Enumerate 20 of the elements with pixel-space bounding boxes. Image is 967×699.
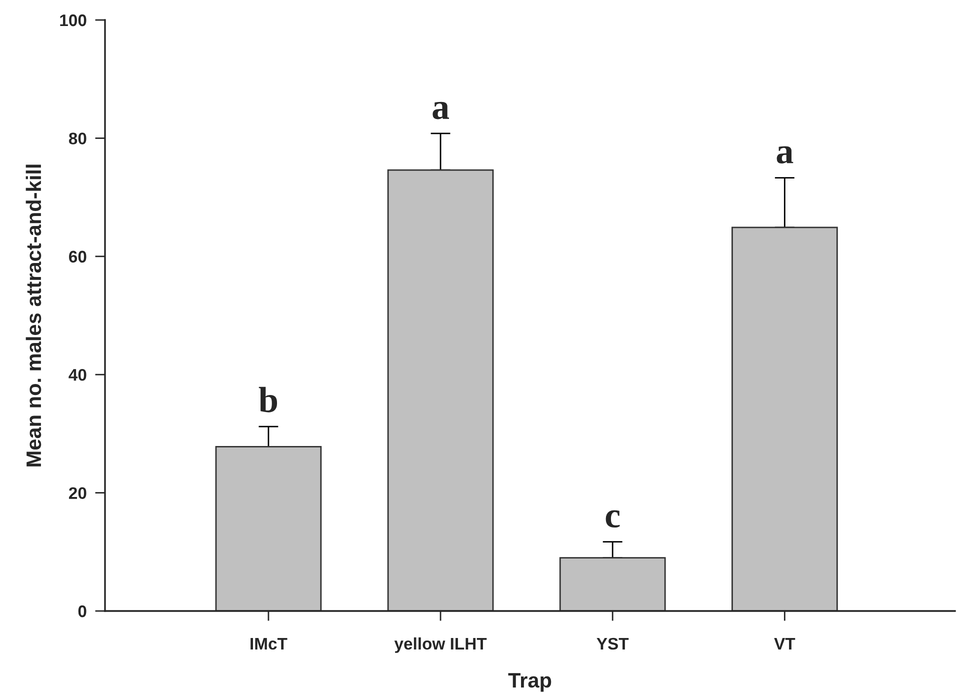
bar <box>215 446 322 611</box>
annotation: c <box>606 510 620 528</box>
y-tick-label: 0 <box>78 605 86 618</box>
annotation: b <box>258 386 278 412</box>
annotation: a <box>432 102 450 120</box>
bar <box>559 557 666 611</box>
y-tick-label: 100 <box>60 14 86 26</box>
bar <box>387 169 494 611</box>
bar <box>731 226 838 611</box>
y-tick-label: 60 <box>69 250 86 263</box>
y-tick-label: 40 <box>68 369 86 381</box>
x-tick-label: yellow ILHT <box>394 637 487 653</box>
x-tick-label: YST <box>596 638 629 650</box>
x-axis-title: Trap <box>508 673 552 692</box>
x-tick-label: VT <box>774 638 796 650</box>
y-tick-label: 20 <box>68 487 86 500</box>
x-tick-label: IMcT <box>250 638 288 650</box>
y-tick-label: 80 <box>68 132 86 144</box>
annotation: a <box>776 146 794 164</box>
y-axis-title: Mean no. males attract-and-kill <box>26 164 42 466</box>
